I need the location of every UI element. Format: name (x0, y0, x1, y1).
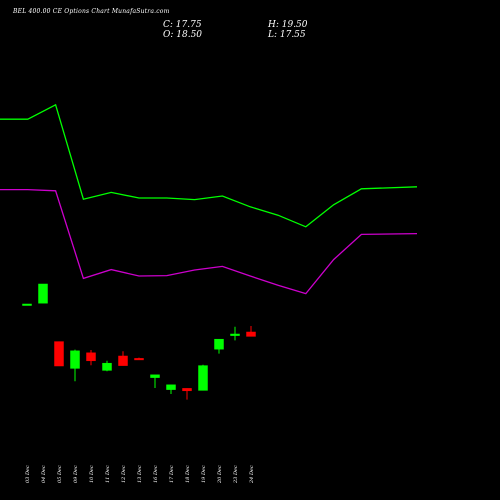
candle-body (166, 384, 176, 390)
chart-title: BEL 400.00 CE Options Chart MunafaSutra.… (13, 8, 170, 15)
date-label: 16 Dec (153, 465, 159, 483)
date-label: 04 Dec (41, 465, 47, 483)
candle-body (118, 355, 128, 366)
candle-body (22, 303, 32, 306)
low-value: L: 17.55 (268, 30, 306, 40)
date-label: 19 Dec (201, 465, 207, 483)
candle-18-dec (182, 388, 192, 400)
candle-24-dec (246, 326, 256, 337)
candle-body (230, 333, 240, 336)
candle-body (102, 362, 112, 371)
candle-03-dec (22, 303, 32, 306)
candle-body (70, 350, 80, 369)
date-label: 10 Dec (89, 465, 95, 483)
date-label: 23 Dec (233, 465, 239, 484)
date-label: 12 Dec (121, 465, 127, 483)
date-axis: 03 Dec 04 Dec 05 Dec 09 Dec 10 Dec 11 Dec 12 D… (25, 465, 255, 484)
lower-band-line (0, 188, 418, 295)
candle-body (150, 374, 160, 378)
candle-23-dec (230, 326, 240, 341)
candle-10-dec (86, 350, 96, 366)
date-label: 13 Dec (137, 465, 143, 483)
candle-body (54, 341, 64, 367)
candle-16-dec (150, 374, 160, 388)
open-value: O: 18.50 (163, 30, 203, 40)
candle-04-dec (38, 283, 48, 304)
candle-17-dec (166, 384, 176, 394)
candle-body (214, 338, 224, 350)
candle-body (134, 358, 144, 361)
candle-body (86, 352, 96, 362)
candle-09-dec (70, 349, 80, 382)
date-label: 05 Dec (57, 465, 63, 483)
candle-13-dec (134, 357, 144, 361)
date-label: 18 Dec (185, 465, 191, 483)
candle-body (198, 365, 208, 391)
indicator-bands (0, 103, 418, 295)
date-label: 03 Dec (25, 465, 31, 483)
candle-body (182, 388, 192, 392)
upper-band-line (0, 103, 418, 228)
high-value: H: 19.50 (268, 20, 308, 30)
date-label: 09 Dec (73, 465, 79, 483)
date-label: 24 Dec (249, 465, 255, 484)
candle-body (38, 283, 48, 304)
close-value: C: 17.75 (163, 20, 202, 30)
candle-11-dec (102, 360, 112, 372)
candle-12-dec (118, 351, 128, 366)
date-label: 20 Dec (217, 465, 223, 484)
candle-20-dec (214, 338, 224, 354)
candle-05-dec (54, 341, 64, 367)
date-label: 11 Dec (105, 465, 111, 483)
candle-19-dec (198, 364, 208, 391)
candle-body (246, 331, 256, 337)
candlesticks (22, 283, 256, 400)
date-label: 17 Dec (169, 465, 175, 483)
